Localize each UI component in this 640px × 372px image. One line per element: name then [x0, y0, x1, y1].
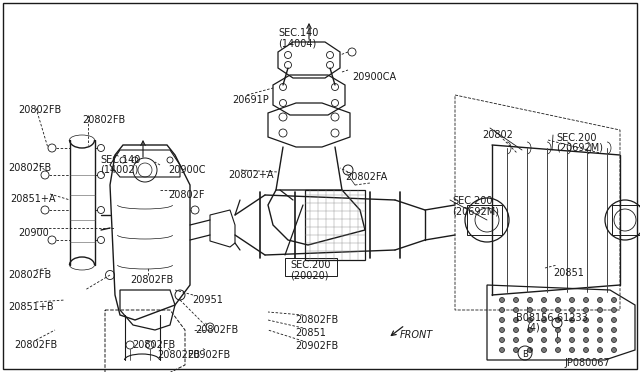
Circle shape	[584, 317, 589, 323]
Circle shape	[584, 337, 589, 343]
Circle shape	[527, 337, 532, 343]
Circle shape	[570, 327, 575, 333]
Text: 20802FB: 20802FB	[132, 340, 175, 350]
Text: SEC.140: SEC.140	[100, 155, 140, 165]
Circle shape	[570, 298, 575, 302]
Circle shape	[570, 347, 575, 353]
Text: 20802FB: 20802FB	[130, 275, 173, 285]
Circle shape	[527, 308, 532, 312]
Circle shape	[556, 347, 561, 353]
Circle shape	[611, 308, 616, 312]
Circle shape	[584, 298, 589, 302]
Circle shape	[527, 327, 532, 333]
Text: 20851: 20851	[553, 268, 584, 278]
Circle shape	[541, 317, 547, 323]
Circle shape	[499, 298, 504, 302]
Circle shape	[556, 317, 561, 323]
Text: 20802FB: 20802FB	[14, 340, 57, 350]
Circle shape	[598, 308, 602, 312]
Text: 20802FB: 20802FB	[195, 325, 238, 335]
Text: (20692M): (20692M)	[452, 206, 499, 216]
Text: SEC.200: SEC.200	[556, 133, 596, 143]
Circle shape	[527, 347, 532, 353]
Text: (14002): (14002)	[100, 165, 138, 175]
Circle shape	[541, 298, 547, 302]
Text: JP080067: JP080067	[564, 358, 610, 368]
Text: SEC.140: SEC.140	[278, 28, 318, 38]
Circle shape	[598, 337, 602, 343]
Text: 20802FB: 20802FB	[18, 105, 61, 115]
Circle shape	[499, 308, 504, 312]
Text: FRONT: FRONT	[400, 330, 433, 340]
Bar	[285, 258, 337, 276]
Text: 20900: 20900	[18, 228, 49, 238]
Circle shape	[598, 327, 602, 333]
Text: 20900C: 20900C	[168, 165, 205, 175]
Circle shape	[513, 327, 518, 333]
Text: 20802FB: 20802FB	[82, 115, 125, 125]
Text: 20802FB: 20802FB	[8, 163, 51, 173]
Text: 20851+A: 20851+A	[10, 194, 56, 204]
Circle shape	[611, 327, 616, 333]
Text: (20020): (20020)	[290, 270, 328, 280]
Text: 20691P: 20691P	[232, 95, 269, 105]
Text: 20851+B: 20851+B	[8, 302, 54, 312]
Text: 20900CA: 20900CA	[352, 72, 396, 82]
Circle shape	[541, 308, 547, 312]
Text: (4): (4)	[526, 323, 540, 333]
Text: 20802: 20802	[482, 130, 513, 140]
Circle shape	[541, 337, 547, 343]
Circle shape	[611, 347, 616, 353]
Text: 20802FB: 20802FB	[157, 350, 200, 360]
Circle shape	[611, 298, 616, 302]
Text: 20951: 20951	[192, 295, 223, 305]
Circle shape	[570, 317, 575, 323]
Circle shape	[513, 337, 518, 343]
Circle shape	[499, 347, 504, 353]
Circle shape	[499, 327, 504, 333]
Circle shape	[556, 298, 561, 302]
Circle shape	[556, 327, 561, 333]
Text: SEC.200: SEC.200	[290, 260, 330, 270]
Circle shape	[513, 298, 518, 302]
Circle shape	[541, 347, 547, 353]
Text: 20802FB: 20802FB	[295, 315, 339, 325]
Text: SEC.200: SEC.200	[452, 196, 493, 206]
Bar	[305, 190, 365, 260]
Text: 20851: 20851	[295, 328, 326, 338]
Circle shape	[611, 337, 616, 343]
Circle shape	[598, 347, 602, 353]
Circle shape	[598, 298, 602, 302]
Text: B08156-61233: B08156-61233	[516, 313, 588, 323]
Circle shape	[556, 337, 561, 343]
Circle shape	[527, 298, 532, 302]
Circle shape	[499, 337, 504, 343]
Circle shape	[541, 327, 547, 333]
Circle shape	[598, 317, 602, 323]
Circle shape	[513, 347, 518, 353]
Text: 20902FB: 20902FB	[295, 341, 339, 351]
Circle shape	[570, 337, 575, 343]
Text: B: B	[522, 350, 528, 359]
Circle shape	[584, 327, 589, 333]
Text: 20902FB: 20902FB	[187, 350, 230, 360]
Circle shape	[570, 308, 575, 312]
Circle shape	[527, 317, 532, 323]
Text: 20802+A: 20802+A	[228, 170, 273, 180]
Text: 20802FA: 20802FA	[345, 172, 387, 182]
Circle shape	[499, 317, 504, 323]
Text: (20692M): (20692M)	[556, 143, 603, 153]
Circle shape	[513, 308, 518, 312]
Circle shape	[556, 308, 561, 312]
Text: 20802FB: 20802FB	[8, 270, 51, 280]
Circle shape	[584, 308, 589, 312]
Circle shape	[611, 317, 616, 323]
Text: 20802F: 20802F	[168, 190, 205, 200]
Circle shape	[513, 317, 518, 323]
Circle shape	[584, 347, 589, 353]
Text: (14004): (14004)	[278, 38, 316, 48]
